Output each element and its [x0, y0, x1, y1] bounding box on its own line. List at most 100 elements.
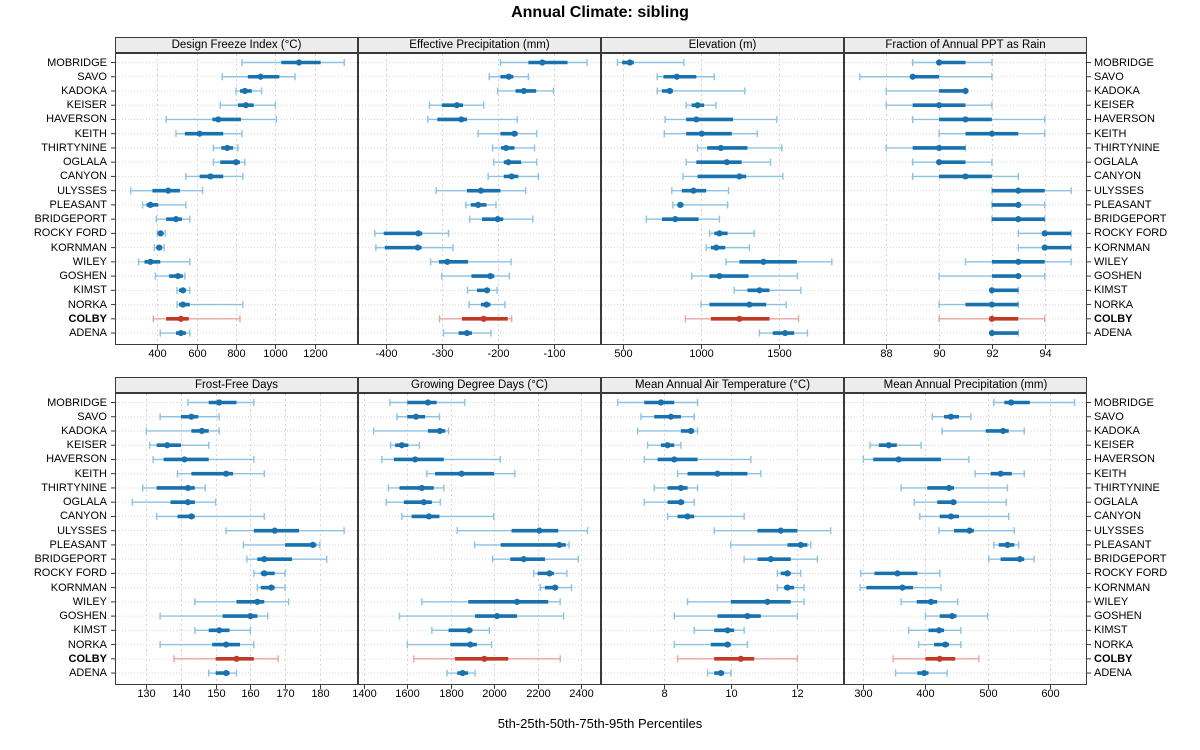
- station-label-haverson: HAVERSON: [1094, 113, 1155, 126]
- station-label-goshen: GOSHEN: [59, 270, 107, 283]
- percentile-row-keith: [938, 130, 1046, 138]
- percentile-row-norka: [176, 301, 244, 309]
- percentile-row-savo: [396, 413, 441, 421]
- x-tick-label: 140: [172, 688, 191, 700]
- station-label-pleasant: PLEASANT: [49, 198, 107, 211]
- x-tick-label: 88: [880, 348, 893, 360]
- percentile-row-goshen: [673, 612, 799, 620]
- x-tick-label: 500: [979, 688, 998, 700]
- percentile-row-mobridge: [389, 399, 466, 406]
- percentile-row-haverson: [643, 455, 752, 463]
- station-label-ulysses: ULYSSES: [57, 524, 107, 537]
- percentile-row-canyon: [911, 172, 1020, 180]
- station-label-wiley: WILEY: [1094, 595, 1129, 608]
- percentile-row-oglala: [685, 158, 772, 166]
- percentile-row-keith: [426, 470, 516, 478]
- panel-border: [115, 53, 358, 345]
- percentile-row-pleasant: [242, 541, 321, 549]
- panel-strip-mean-annual-precipitation-mm: Mean Annual Precipitation (mm): [844, 377, 1087, 393]
- percentile-row-bridgeport: [246, 555, 328, 563]
- percentile-row-norka: [917, 641, 962, 649]
- station-label-bridgeport: BRIDGEPORT: [34, 213, 107, 226]
- percentile-row-oglala: [385, 498, 442, 506]
- station-label-bridgeport: BRIDGEPORT: [1094, 553, 1167, 566]
- percentile-row-kadoka: [636, 427, 699, 435]
- panel-border: [601, 53, 844, 345]
- panel-border: [844, 53, 1087, 345]
- percentile-row-ulysses: [671, 187, 730, 195]
- percentile-row-canyon: [666, 512, 745, 520]
- station-label-kadoka: KADOKA: [1094, 84, 1140, 97]
- percentile-row-colby: [938, 315, 1046, 323]
- percentile-row-savo: [159, 413, 220, 421]
- percentile-row-colby: [438, 315, 513, 323]
- x-tick-label: 300: [854, 688, 873, 700]
- panel-border: [601, 393, 844, 685]
- percentile-row-ulysses: [991, 187, 1072, 195]
- station-label-colby: COLBY: [1094, 312, 1133, 325]
- panel-plot-effective-precipitation-mm: [358, 53, 601, 349]
- panel-plot-growing-degree-days-c: [358, 393, 601, 689]
- station-label-kimst: KIMST: [1094, 284, 1128, 297]
- station-label-kadoka: KADOKA: [61, 84, 107, 97]
- percentile-row-norka: [406, 641, 493, 649]
- percentile-row-keiser: [885, 101, 993, 109]
- percentile-row-keiser: [685, 101, 717, 109]
- panel-plot-mean-annual-air-temperature-c: [601, 393, 844, 689]
- percentile-row-ulysses: [435, 187, 527, 195]
- panel-border: [358, 53, 601, 345]
- percentile-row-norka: [673, 641, 749, 649]
- x-tick-label: 160: [241, 688, 260, 700]
- panel-strip-elevation-m: Elevation (m): [601, 37, 844, 53]
- station-label-kimst: KIMST: [73, 284, 107, 297]
- percentile-row-thirtynine: [653, 484, 699, 492]
- station-label-ulysses: ULYSSES: [1094, 184, 1144, 197]
- percentile-row-canyon: [155, 512, 265, 520]
- percentile-row-thirtynine: [491, 144, 536, 152]
- station-label-rocky-ford: ROCKY FORD: [1094, 227, 1168, 240]
- percentile-row-adena: [442, 329, 492, 337]
- percentile-row-goshen: [690, 272, 799, 280]
- percentile-row-haverson: [911, 115, 1046, 123]
- percentile-row-goshen: [924, 612, 989, 620]
- x-tick-label: 1800: [439, 688, 464, 700]
- station-label-kornman: KORNMAN: [50, 581, 107, 594]
- percentile-row-thirtynine: [387, 484, 445, 492]
- percentile-row-norka: [938, 301, 1020, 309]
- percentile-row-bridgeport: [469, 215, 534, 223]
- station-label-mobridge: MOBRIDGE: [47, 56, 107, 69]
- percentile-row-pleasant: [465, 201, 497, 209]
- percentile-row-mobridge: [616, 399, 699, 406]
- percentile-row-adena: [446, 669, 476, 677]
- panel-strip-design-freeze-index-c: Design Freeze Index (°C): [115, 37, 358, 53]
- percentile-row-colby: [892, 655, 980, 663]
- percentile-row-kornman: [1017, 244, 1072, 252]
- percentile-row-thirtynine: [696, 144, 783, 152]
- panel-plot-elevation-m: [601, 53, 844, 349]
- x-tick-label: 12: [791, 688, 804, 700]
- panel-plot-mean-annual-precipitation-mm: [844, 393, 1091, 689]
- x-tick-label: 1000: [689, 348, 714, 360]
- percentile-row-oglala: [643, 498, 695, 506]
- station-label-wiley: WILEY: [72, 255, 107, 268]
- percentile-row-colby: [173, 655, 279, 663]
- panel-plot-frost-free-days: [111, 393, 358, 689]
- station-label-colby: COLBY: [68, 312, 108, 325]
- percentile-row-colby: [684, 315, 800, 323]
- percentile-row-keith: [477, 130, 538, 138]
- percentile-row-kimst: [431, 626, 491, 634]
- percentile-row-oglala: [212, 158, 246, 166]
- percentile-row-ulysses: [713, 527, 832, 535]
- percentile-row-adena: [988, 329, 1020, 337]
- percentile-row-haverson: [152, 455, 255, 463]
- x-tick-label: 180: [311, 688, 330, 700]
- percentile-row-kadoka: [885, 87, 969, 95]
- station-label-oglala: OGLALA: [62, 496, 107, 509]
- station-label-kornman: KORNMAN: [1094, 241, 1151, 254]
- percentile-row-bridgeport: [155, 215, 191, 223]
- station-label-keith: KEITH: [1094, 467, 1127, 480]
- percentile-row-keiser: [428, 101, 485, 109]
- x-tick-label: 92: [986, 348, 999, 360]
- station-label-adena: ADENA: [1094, 667, 1132, 680]
- x-tick-label: 130: [137, 688, 156, 700]
